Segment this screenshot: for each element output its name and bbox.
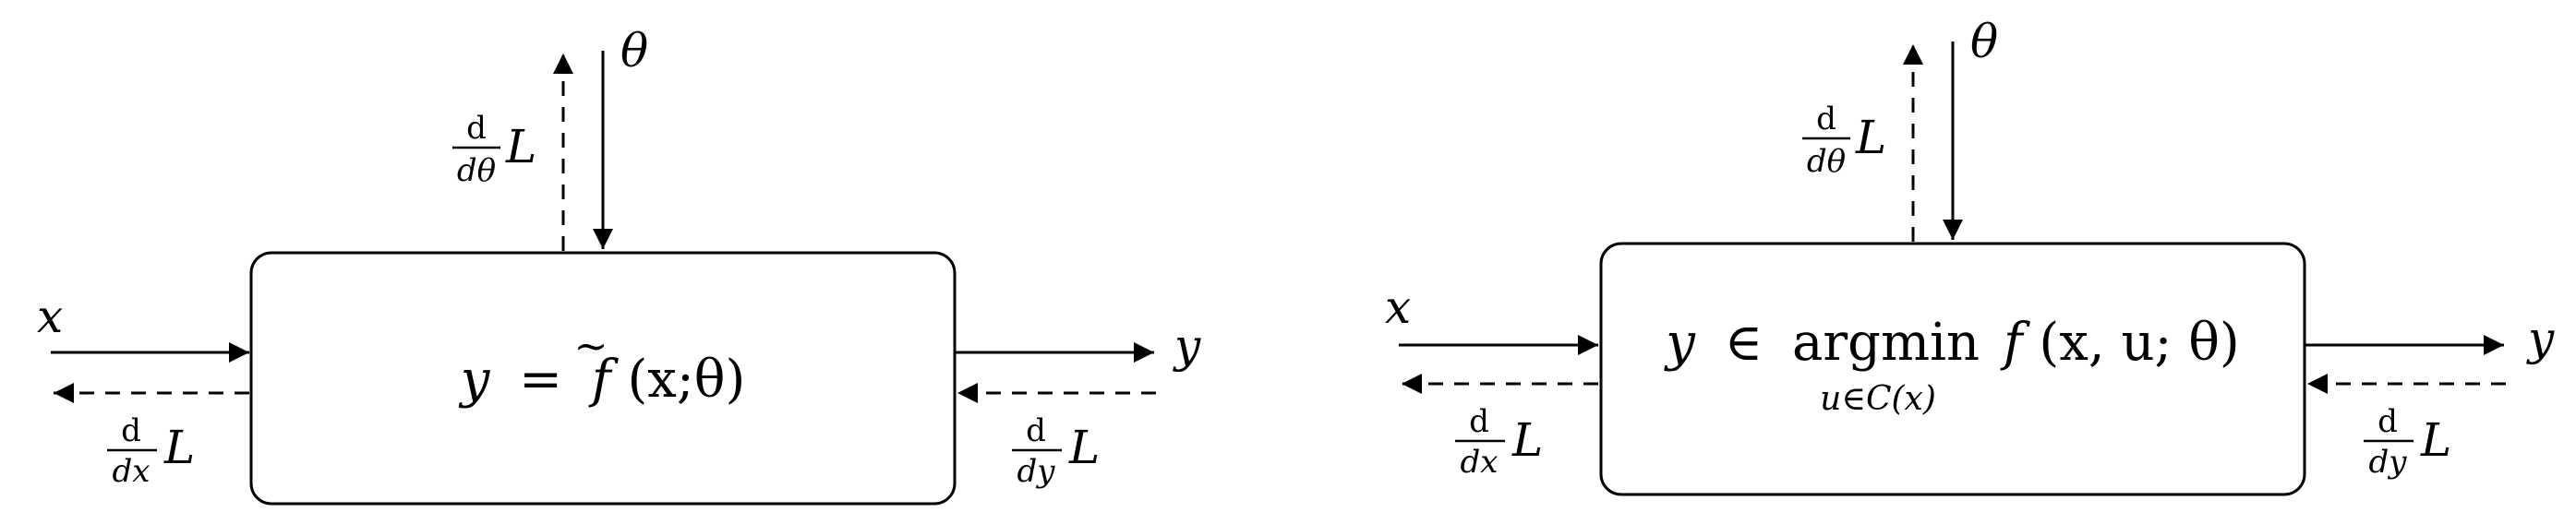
svg-text:dθ: dθ	[1807, 143, 1846, 180]
left-box-label: y = f (x;θ)	[458, 350, 746, 410]
svg-text:L: L	[1068, 421, 1100, 474]
left-param-label: θ	[620, 24, 648, 77]
right-grad-x-label: d dx L	[1455, 403, 1543, 481]
left-tilde-accent: ~	[574, 323, 608, 370]
left-grad-theta-label: d dθ L	[452, 110, 536, 189]
right-param-label: θ	[1970, 15, 1998, 68]
svg-text:d: d	[1816, 101, 1836, 137]
left-input-label: x	[37, 290, 63, 343]
svg-text:d: d	[1469, 403, 1489, 440]
right-input-label: x	[1385, 280, 1411, 334]
svg-text:d: d	[2377, 403, 2398, 440]
svg-text:d: d	[466, 110, 487, 147]
svg-text:d: d	[1026, 412, 1046, 449]
right-argmin-box	[1599, 242, 2306, 496]
right-output-label: y	[2526, 312, 2555, 365]
svg-text:L: L	[163, 421, 195, 474]
left-diagram: y = f (x;θ) ~ x d dx L y d dy L θ	[37, 24, 1201, 506]
left-grad-y-label: d dy L	[1012, 412, 1100, 490]
left-function-box	[249, 251, 957, 506]
left-grad-x-label: d dx L	[107, 412, 195, 490]
right-grad-y-label: d dy L	[2364, 403, 2451, 481]
right-diagram: y ∈ argmin f (x, u; θ) u∈C(x) x d dx L y…	[1385, 15, 2555, 496]
svg-text:L: L	[2420, 413, 2451, 467]
svg-text:dy: dy	[1017, 453, 1056, 490]
svg-text:dx: dx	[113, 453, 150, 490]
svg-text:dθ: dθ	[457, 152, 496, 189]
svg-text:L: L	[1511, 413, 1543, 467]
right-box-label: y ∈ argmin f (x, u; θ)	[1663, 313, 2240, 373]
right-argmin-subscript: u∈C(x)	[1820, 380, 1936, 418]
left-output-label: y	[1173, 319, 1201, 373]
right-grad-theta-label: d dθ L	[1802, 101, 1886, 180]
svg-text:L: L	[505, 120, 536, 173]
svg-text:d: d	[121, 412, 141, 449]
svg-text:L: L	[1855, 111, 1886, 164]
svg-text:dy: dy	[2369, 444, 2408, 481]
svg-text:dx: dx	[1461, 444, 1499, 481]
